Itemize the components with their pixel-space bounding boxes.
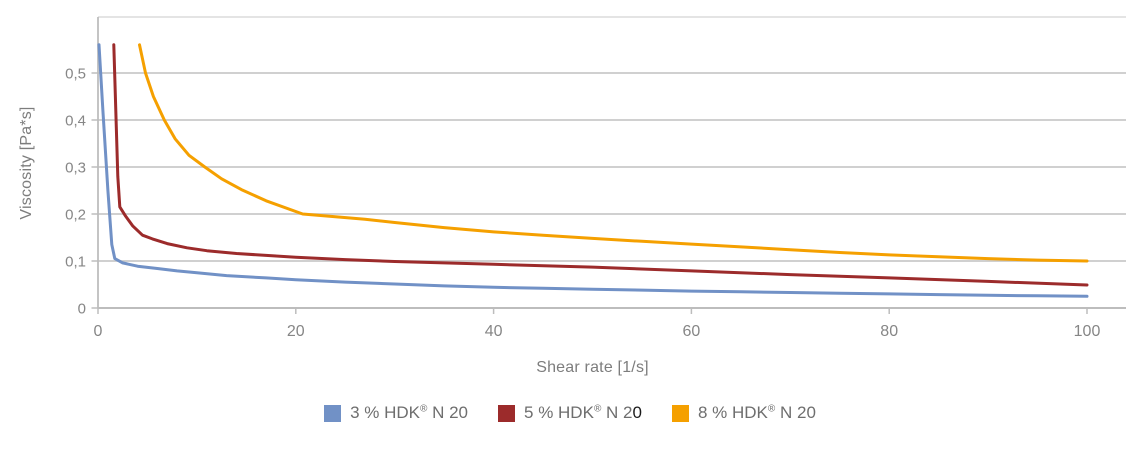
legend-item-8pct: 8 % HDK® N 20 (671, 403, 816, 423)
y-tick-label: 0,2 (65, 207, 86, 224)
y-tick-label: 0,1 (65, 254, 86, 271)
legend-swatch-8pct-icon (671, 404, 689, 422)
y-tick-label: 0,4 (65, 113, 86, 130)
series-line-1 (97, 43, 1089, 298)
legend-item-3pct: 3 % HDK® N 20 (324, 403, 468, 423)
series-line-3 (138, 43, 1089, 263)
series-line-2 (112, 43, 1089, 287)
legend-label-5pct: 5 % HDK® N 20 (524, 403, 642, 422)
x-tick-label: 60 (683, 323, 701, 340)
x-tick-label: 80 (880, 323, 898, 340)
y-tick-label: 0,5 (65, 66, 86, 83)
y-tick-label: 0,3 (65, 160, 86, 177)
legend-label-8pct: 8 % HDK® N 20 (697, 403, 816, 422)
legend-swatch-3pct-icon (324, 404, 342, 422)
legend-label-3pct: 3 % HDK® N 20 (350, 403, 469, 422)
legend-swatch-5pct-icon (498, 404, 516, 422)
legend: 3 % HDK® N 20 5 % HDK® N 20 8 % HDK® N 2… (0, 403, 1140, 423)
y-tick-label: 0 (78, 301, 86, 318)
x-tick-label: 20 (287, 323, 305, 340)
x-tick-label: 0 (94, 323, 103, 340)
x-axis-title: Shear rate [1/s] (536, 359, 649, 376)
legend-item-5pct: 5 % HDK® N 20 (498, 403, 642, 423)
y-axis-title: Viscosity [Pa*s] (18, 106, 35, 220)
x-tick-label: 100 (1074, 323, 1101, 340)
x-tick-label: 40 (485, 323, 503, 340)
